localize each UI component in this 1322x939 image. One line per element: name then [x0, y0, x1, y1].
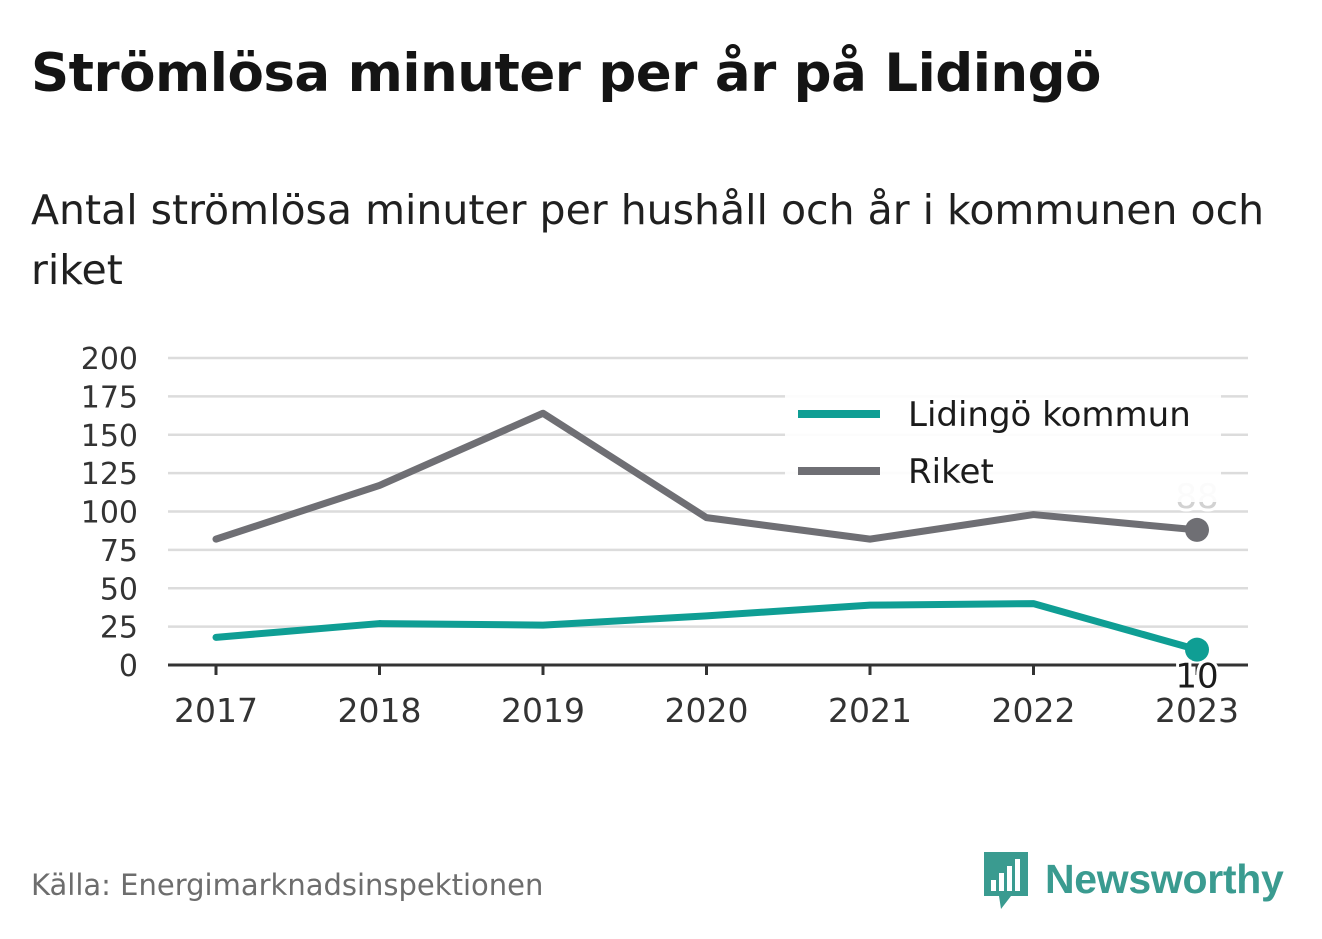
chart-title: Strömlösa minuter per år på Lidingö [31, 43, 1101, 104]
x-tick-label: 2019 [501, 691, 585, 730]
x-tick-label: 2020 [665, 691, 749, 730]
y-tick-label: 125 [81, 457, 138, 492]
x-axis: 2017 2018 2019 2020 2021 2022 2023 [168, 663, 1248, 730]
y-tick-label: 75 [100, 534, 138, 569]
series-line [212, 600, 1201, 654]
legend-label: Riket [908, 452, 994, 492]
brand-name: Newsworthy [1045, 855, 1284, 902]
end-value-label: 10 [1175, 657, 1218, 697]
y-tick-label: 100 [81, 496, 138, 531]
source-note: Källa: Energimarknadsinspektionen [31, 868, 544, 902]
y-tick-label: 150 [81, 419, 138, 454]
newsworthy-logo: Newsworthy [981, 844, 1284, 914]
y-tick-label: 0 [119, 649, 138, 684]
legend: Lidingö kommun Riket [785, 390, 1221, 502]
y-tick-label: 175 [81, 380, 138, 415]
x-tick-label: 2022 [992, 691, 1076, 730]
x-tick-label: 2018 [338, 691, 422, 730]
x-tick-label: 2017 [174, 691, 258, 730]
y-tick-label: 25 [100, 611, 138, 646]
bar-chart-speech-bubble-icon [984, 852, 1028, 909]
y-tick-label: 50 [100, 572, 138, 607]
legend-background [785, 390, 1221, 502]
chart-subtitle: Antal strömlösa minuter per hushåll och … [31, 186, 1265, 294]
y-tick-label: 200 [81, 342, 138, 377]
legend-label: Lidingö kommun [908, 395, 1191, 435]
end-point-marker [1185, 637, 1209, 662]
grid-lines [168, 356, 1248, 628]
end-point-marker [1185, 517, 1209, 542]
x-tick-label: 2021 [828, 691, 912, 730]
x-tick-label: 2023 [1155, 691, 1239, 730]
series-line [212, 409, 1201, 543]
